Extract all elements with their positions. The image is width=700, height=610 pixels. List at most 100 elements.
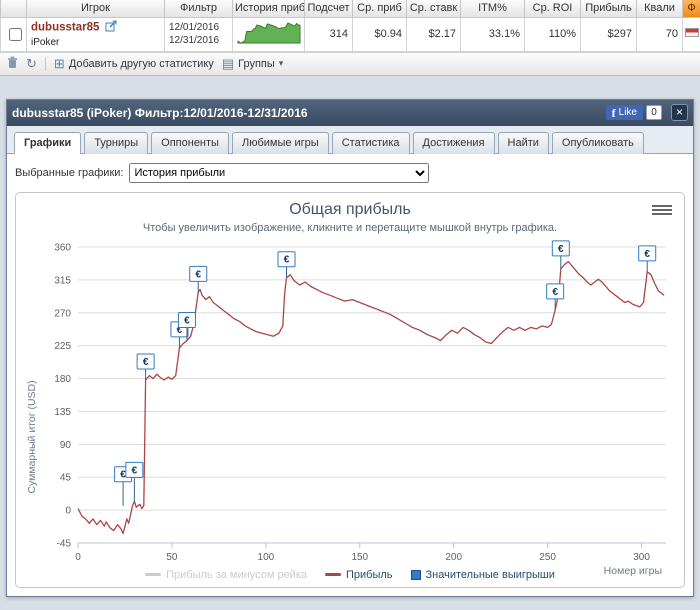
svg-text:€: €: [132, 465, 138, 476]
chart-menu-icon[interactable]: [652, 203, 672, 217]
col-header-profit[interactable]: Прибыль: [580, 0, 637, 18]
add-statistic-icon: ⊞: [53, 56, 65, 71]
svg-text:€: €: [184, 315, 190, 326]
col-header-checkbox: [0, 0, 27, 18]
tab-charts[interactable]: Графики: [14, 131, 82, 154]
col-header-avg-roi[interactable]: Ср. ROI: [524, 0, 581, 18]
panel-title: dubusstar85 (iPoker) Фильтр:12/01/2016-1…: [12, 105, 308, 120]
col-header-count[interactable]: Подсчет: [304, 0, 353, 18]
tab-statistics[interactable]: Статистика: [331, 131, 410, 154]
svg-text:90: 90: [60, 439, 72, 450]
like-count-badge: 0: [646, 105, 662, 120]
legend-line-symbol: [325, 573, 341, 576]
groups-label: Группы: [238, 57, 275, 70]
tab-opponents[interactable]: Оппоненты: [151, 131, 229, 154]
col-header-profit-history[interactable]: История приб: [232, 0, 305, 18]
tab-bar: Графики Турниры Оппоненты Любимые игры С…: [7, 125, 693, 154]
stats-table-area: Игрок Фильтр История приб Подсчет Ср. пр…: [0, 0, 700, 76]
sparkline-cell[interactable]: [232, 16, 305, 52]
col-header-itm[interactable]: ITM%: [460, 0, 525, 18]
chart-type-select[interactable]: История прибыли: [129, 162, 430, 183]
form-cell: [682, 16, 700, 52]
svg-text:€: €: [177, 324, 183, 335]
itm-cell: 33.1%: [460, 16, 525, 52]
col-header-avg-stake[interactable]: Ср. ставк: [406, 0, 461, 18]
stats-toolbar: ↻ ⊞ Добавить другую статистику ▤ Группы …: [0, 51, 700, 75]
checkbox-cell: [0, 16, 27, 52]
svg-text:180: 180: [54, 374, 71, 385]
player-detail-panel: dubusstar85 (iPoker) Фильтр:12/01/2016-1…: [6, 98, 694, 597]
col-header-filter[interactable]: Фильтр: [164, 0, 233, 18]
filter-date-from: 12/01/2016: [169, 22, 220, 33]
svg-text:45: 45: [60, 472, 72, 483]
avg-stake-cell: $2.17: [406, 16, 461, 52]
chart-subtitle: Чтобы увеличить изображение, кликните и …: [142, 221, 558, 234]
legend-label: Значительные выигрыши: [425, 568, 555, 581]
groups-button[interactable]: ▤ Группы ▾: [222, 57, 283, 70]
tab-publish[interactable]: Опубликовать: [551, 131, 644, 154]
svg-text:100: 100: [258, 552, 275, 563]
svg-text:360: 360: [54, 242, 71, 253]
close-button[interactable]: ×: [671, 104, 688, 121]
svg-text:315: 315: [54, 275, 71, 286]
row-checkbox[interactable]: [9, 27, 22, 41]
groups-icon: ▤: [221, 56, 235, 71]
svg-text:€: €: [143, 357, 149, 368]
qualify-cell: 70: [636, 16, 683, 52]
legend-line-symbol: [145, 573, 162, 576]
avg-roi-cell: 110%: [524, 16, 581, 52]
legend-item-profit[interactable]: Прибыль: [325, 569, 393, 581]
selected-charts-label: Выбранные графики:: [15, 166, 124, 179]
svg-text:-45: -45: [57, 538, 72, 549]
svg-text:0: 0: [75, 552, 81, 563]
tab-find[interactable]: Найти: [497, 131, 549, 154]
filter-date-to: 12/31/2016: [169, 35, 220, 46]
tab-achievements[interactable]: Достижения: [412, 131, 495, 154]
legend-item-significant-wins[interactable]: Значительные выигрыши: [410, 568, 555, 581]
col-header-form[interactable]: Ф: [682, 0, 700, 18]
facebook-icon: f: [611, 105, 616, 120]
panel-body: Выбранные графики: История прибыли Общая…: [7, 153, 693, 596]
like-label: Like: [618, 107, 637, 118]
player-site: iPoker: [31, 37, 60, 48]
chevron-down-icon: ▾: [278, 58, 284, 68]
tab-tournaments[interactable]: Турниры: [84, 131, 149, 154]
legend-item-profit-minus-rake[interactable]: Прибыль за минусом рейка: [145, 569, 307, 581]
svg-text:0: 0: [65, 505, 71, 516]
svg-text:€: €: [552, 286, 558, 297]
table-row: dubusstar85 iPoker 12/01/2016 12/31/2016…: [0, 16, 700, 52]
col-header-player[interactable]: Игрок: [26, 0, 165, 18]
chart-legend: Прибыль за минусом рейка Прибыль Значите…: [16, 569, 684, 587]
avg-profit-cell: $0.94: [352, 16, 407, 52]
svg-text:270: 270: [54, 308, 71, 319]
svg-text:200: 200: [445, 552, 462, 563]
header-row: Игрок Фильтр История приб Подсчет Ср. пр…: [0, 0, 700, 18]
svg-text:300: 300: [633, 552, 650, 563]
col-header-qualify[interactable]: Квали: [636, 0, 683, 18]
legend-label: Прибыль за минусом рейка: [166, 568, 307, 581]
export-icon[interactable]: [105, 20, 118, 35]
svg-text:€: €: [195, 269, 201, 280]
svg-text:225: 225: [54, 341, 71, 352]
panel-header: dubusstar85 (iPoker) Фильтр:12/01/2016-1…: [7, 99, 693, 126]
profit-cell: $297: [580, 16, 637, 52]
x-axis-title: Номер игры: [603, 564, 662, 577]
add-statistic-label: Добавить другую статистику: [68, 57, 214, 70]
add-statistic-button[interactable]: ⊞ Добавить другую статистику: [54, 57, 214, 70]
refresh-icon[interactable]: ↻: [26, 56, 37, 71]
toolbar-divider: [44, 56, 46, 71]
facebook-like-button[interactable]: f Like: [605, 105, 643, 120]
delete-icon[interactable]: [7, 56, 18, 71]
filter-cell: 12/01/2016 12/31/2016: [164, 16, 233, 52]
svg-text:150: 150: [351, 552, 368, 563]
profit-sparkline[interactable]: [237, 21, 301, 45]
chart-title: Общая прибыль: [289, 200, 411, 218]
svg-text:€: €: [558, 243, 564, 254]
svg-text:€: €: [284, 254, 290, 265]
tab-favorite-games[interactable]: Любимые игры: [231, 131, 329, 154]
svg-text:€: €: [120, 469, 126, 480]
player-name-link[interactable]: dubusstar85: [31, 21, 100, 34]
country-flag-icon: [684, 28, 699, 37]
col-header-avg-profit[interactable]: Ср. приб: [352, 0, 407, 18]
